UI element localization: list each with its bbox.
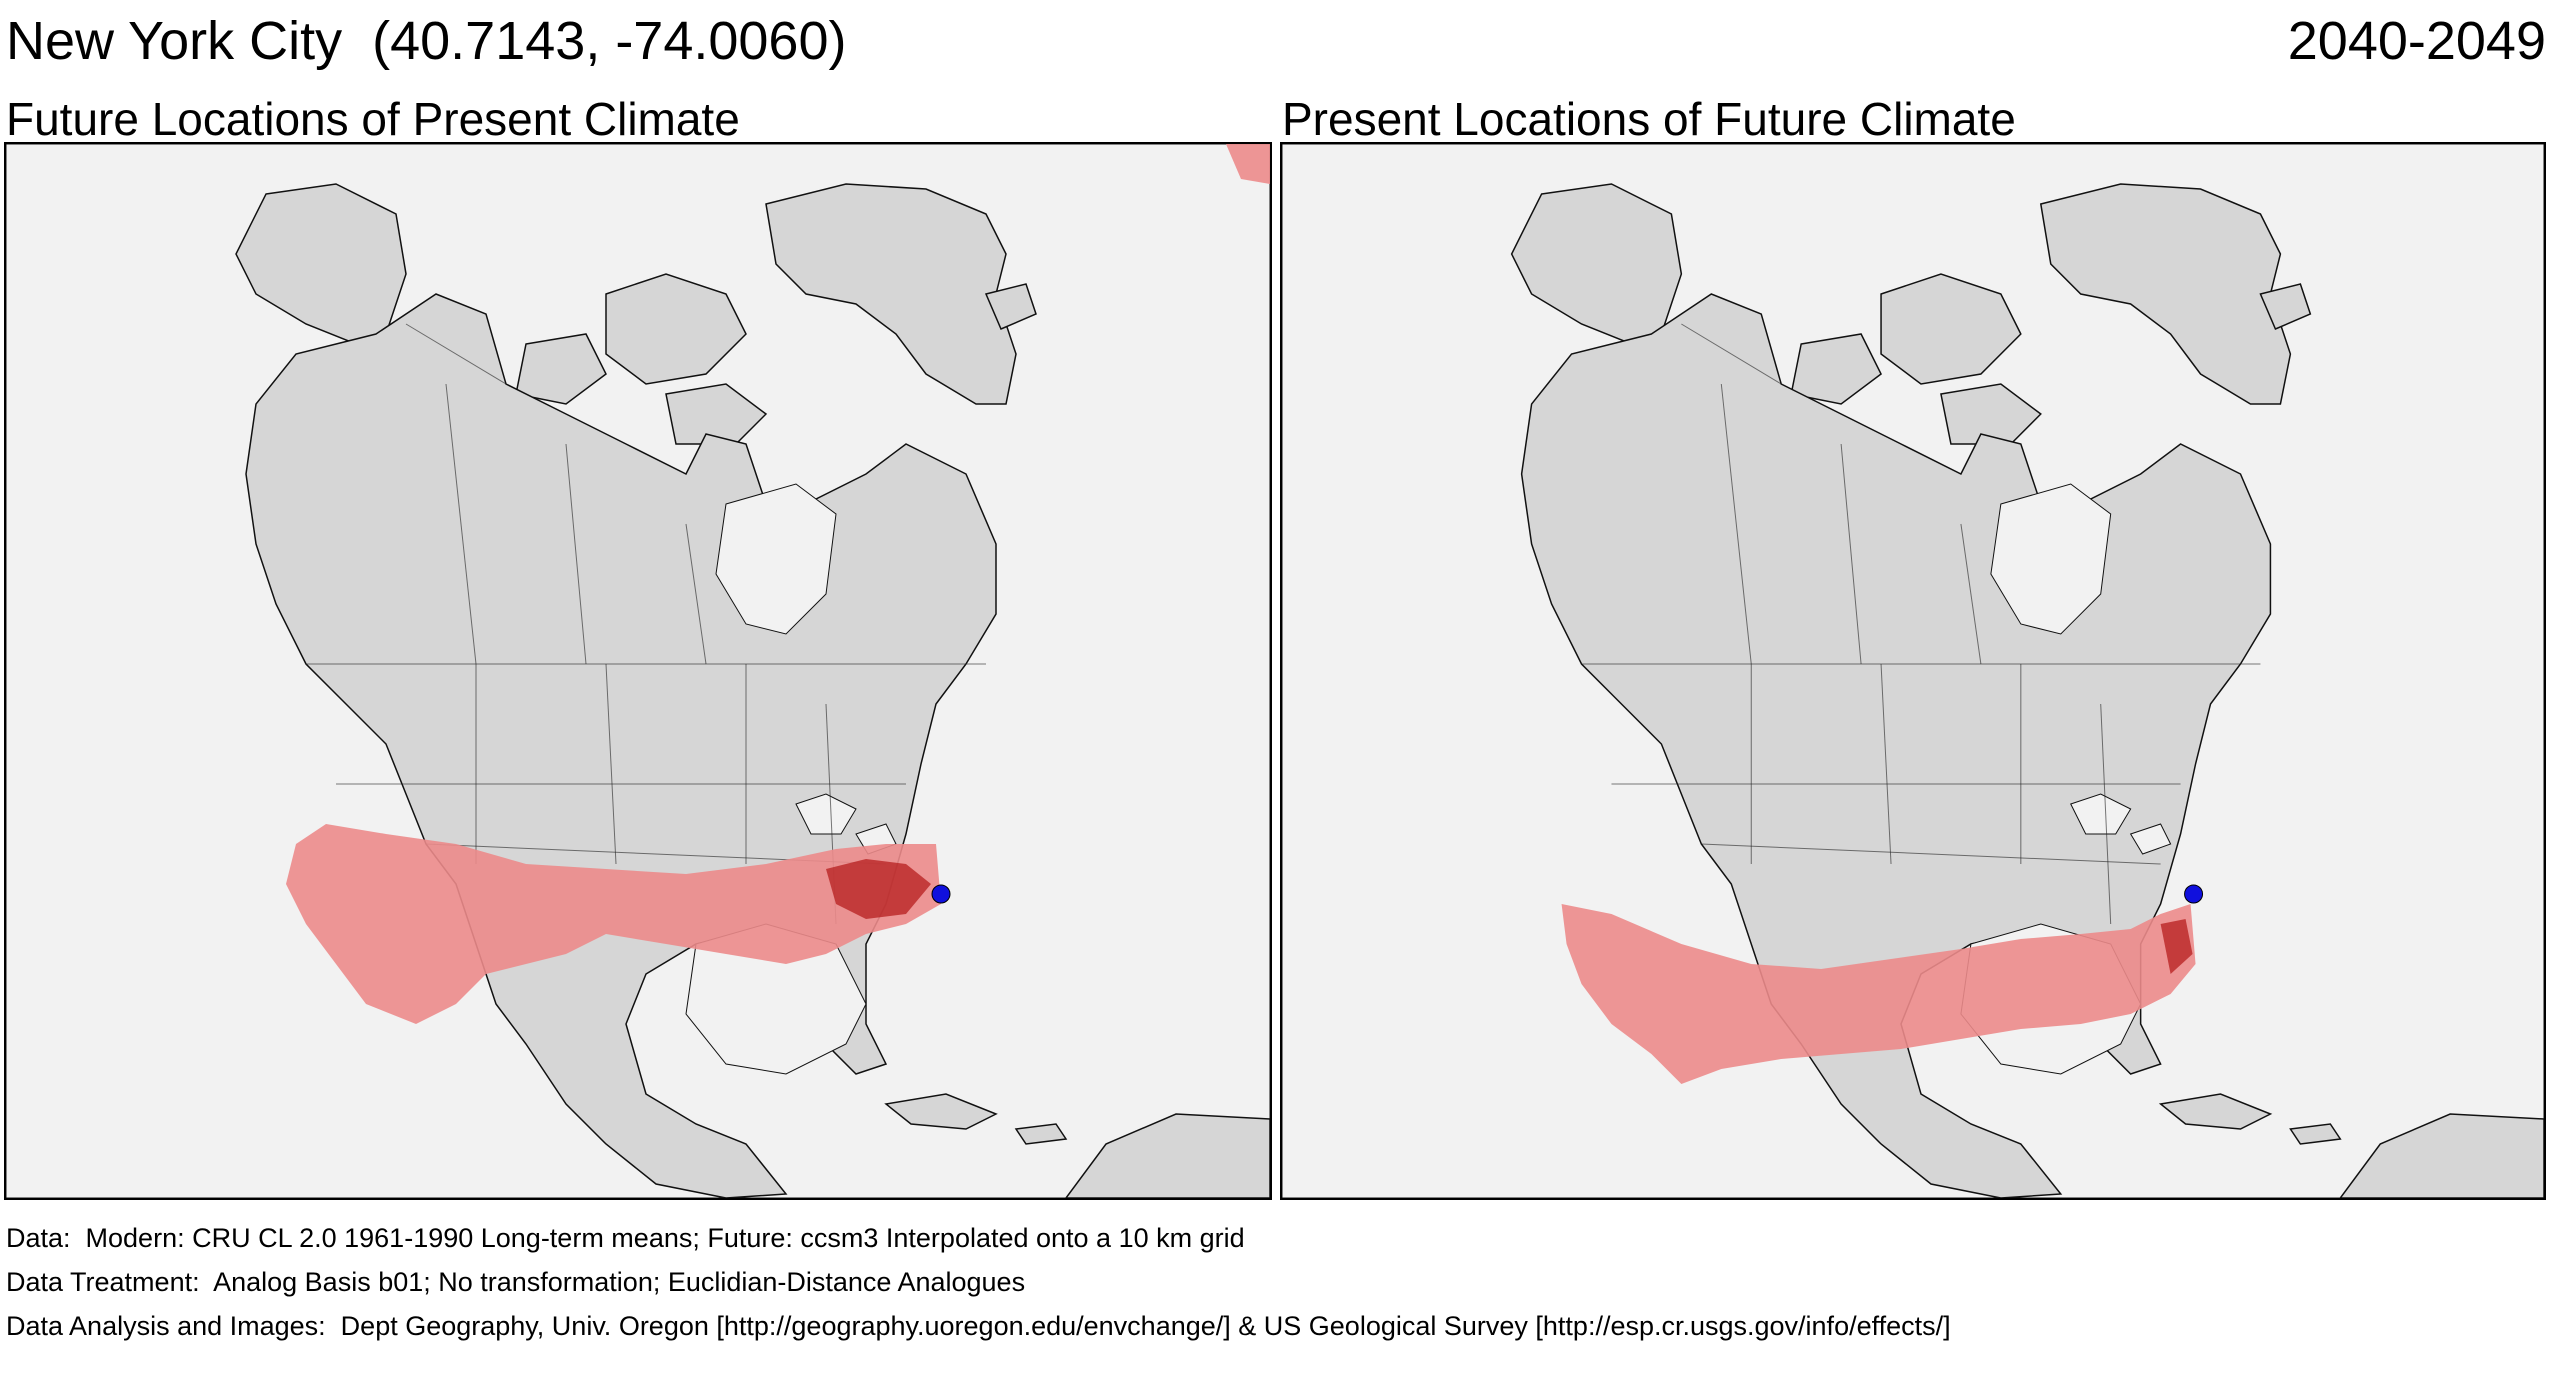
political-boundaries	[306, 323, 986, 925]
panel-title-future-locations: Future Locations of Present Climate	[6, 93, 740, 145]
south-america-landmass	[1065, 1113, 1270, 1198]
hudson-bay	[715, 483, 837, 635]
map-panel-present-locations	[1280, 142, 2546, 1200]
analog-climate-region	[1561, 904, 2196, 1084]
analog-climate-arctic-patch	[1226, 144, 1270, 184]
hudson-bay	[1990, 483, 2112, 635]
south-america-landmass	[2339, 1113, 2544, 1198]
panel-title-present-locations: Present Locations of Future Climate	[1282, 93, 2016, 145]
greenland-landmass	[765, 183, 1017, 405]
analog-climate-region	[286, 824, 941, 1024]
arctic-islands	[515, 273, 1037, 445]
footer-data-treatment: Data Treatment: Analog Basis b01; No tra…	[6, 1267, 1026, 1297]
nyc-location-marker	[2184, 884, 2204, 904]
map-present-locations	[1282, 144, 2544, 1198]
map-future-locations	[6, 144, 1270, 1198]
great-lakes	[2070, 793, 2172, 855]
nyc-location-marker	[931, 884, 951, 904]
map-panel-future-locations	[4, 142, 1272, 1200]
caribbean-islands	[2158, 1093, 2342, 1145]
footer-data-source: Data: Modern: CRU CL 2.0 1961-1990 Long-…	[6, 1223, 1245, 1253]
arctic-islands	[1790, 273, 2312, 445]
greenland-landmass	[2039, 183, 2292, 405]
map-location-title: New York City (40.7143, -74.0060)	[6, 11, 847, 71]
footer-data-analysis: Data Analysis and Images: Dept Geography…	[6, 1311, 1951, 1341]
time-period-label: 2040-2049	[2287, 11, 2546, 71]
analog-climate-core	[826, 859, 931, 919]
political-boundaries	[1581, 323, 2261, 925]
analog-climate-core	[2160, 919, 2193, 974]
caribbean-islands	[884, 1093, 1068, 1145]
